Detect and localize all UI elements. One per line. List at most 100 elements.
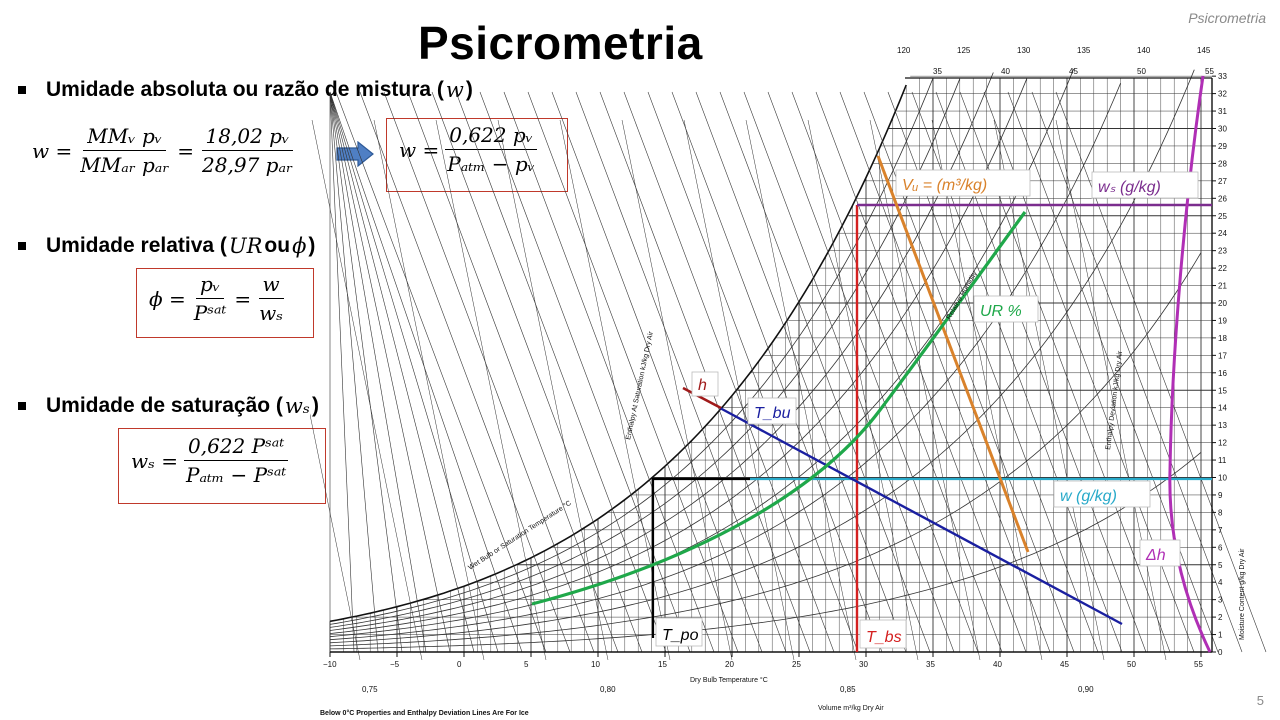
enthalpy-line bbox=[359, 91, 571, 653]
bullet-close: ) bbox=[311, 394, 319, 417]
x-tick-label: 30 bbox=[859, 660, 868, 669]
bullet-symbol: w bbox=[445, 78, 464, 102]
annotation-specific-volume: Vᵤ = (m³/kg) bbox=[902, 177, 987, 194]
volume-line bbox=[311, 119, 423, 661]
boxed-equation-mixing-ratio: w = 0,622 pᵥ Pₐₜₘ − pᵥ bbox=[386, 118, 568, 192]
annotation-dry-bulb-box bbox=[859, 619, 907, 649]
chart-overlay: Vᵤ = (m³/kg) wₛ (g/kg) UR % h T_buw (g/kg) Δh… bbox=[531, 75, 1212, 653]
y-tick-label: 27 bbox=[1218, 177, 1227, 186]
annotation-dew-point-box bbox=[655, 617, 703, 647]
bullet-close: ) bbox=[465, 78, 473, 101]
rh-curve bbox=[329, 72, 994, 631]
y-tick-label: 20 bbox=[1218, 299, 1227, 308]
fraction-numeric: 18,02 pᵥ 28,97 pₐᵣ bbox=[198, 124, 297, 177]
enthalpy-line bbox=[383, 91, 595, 653]
volume-line bbox=[1055, 119, 1167, 661]
top-tick-label: 50 bbox=[1137, 67, 1146, 76]
enthalpy-line bbox=[329, 91, 523, 653]
y-tick-label: 32 bbox=[1218, 90, 1227, 99]
y-tick-label: 0 bbox=[1218, 648, 1223, 657]
fraction-denominator: MMₐᵣ pₐᵣ bbox=[80, 153, 170, 177]
annotation-specific-volume-box bbox=[895, 169, 1031, 197]
y-axis-label: Moisture Content g/kg Dry Air bbox=[1239, 548, 1246, 640]
y-tick-label: 9 bbox=[1218, 491, 1223, 500]
y-tick-label: 22 bbox=[1218, 264, 1227, 273]
enthalpy-line bbox=[695, 91, 907, 653]
eq-lhs: wₛ = bbox=[131, 448, 178, 473]
y-tick-label: 31 bbox=[1218, 107, 1227, 116]
right-arrow-icon bbox=[336, 141, 374, 167]
chart-footnote: Below 0°C Properties and Enthalpy Deviat… bbox=[320, 709, 529, 717]
deviation-scale-label: Enthalpy Deviation kJ/kg Dry Air bbox=[1105, 350, 1124, 450]
top-tick-label: 120 bbox=[897, 46, 911, 55]
x-axis-label: Dry Bulb Temperature °C bbox=[690, 676, 768, 684]
bullet-close: ) bbox=[308, 234, 316, 257]
fraction-numerator: 0,622 pᵥ bbox=[445, 123, 538, 150]
y-tick-label: 6 bbox=[1218, 543, 1223, 552]
y-tick-label: 15 bbox=[1218, 386, 1227, 395]
x-tick-label: 0 bbox=[457, 660, 462, 669]
enthalpy-line bbox=[431, 91, 643, 653]
enthalpy-scale-label: Enthalpy At Saturation kJ/kg Dry Air bbox=[625, 330, 655, 440]
volume-line bbox=[807, 119, 919, 661]
enthalpy-line bbox=[329, 91, 427, 653]
annotation-dew-point: T_po bbox=[662, 627, 699, 644]
volume-tick-label: 0,85 bbox=[840, 685, 856, 694]
bullet-square-icon bbox=[18, 402, 26, 410]
x-tick-label: 50 bbox=[1127, 660, 1136, 669]
annotation-moisture: w (g/kg) bbox=[1060, 488, 1117, 505]
y-tick-label: 2 bbox=[1218, 613, 1223, 622]
fraction-denominator: Pˢᵃᵗ bbox=[193, 301, 227, 325]
bullet-square-icon bbox=[18, 242, 26, 250]
wet-bulb-line bbox=[719, 406, 1123, 626]
eq-equals: = bbox=[177, 138, 195, 163]
annotation-wet-bulb-box bbox=[747, 397, 797, 425]
y-tick-label: 13 bbox=[1218, 421, 1227, 430]
boxed-equation-relative-humidity: ϕ = pᵥ Pˢᵃᵗ = w wₛ bbox=[136, 268, 314, 338]
enthalpy-line bbox=[407, 91, 619, 653]
enthalpy-line bbox=[329, 91, 403, 653]
y-tick-label: 28 bbox=[1218, 159, 1227, 168]
rh-curve bbox=[329, 68, 1075, 638]
page-number: 5 bbox=[1256, 693, 1264, 708]
y-tick-label: 19 bbox=[1218, 316, 1227, 325]
enthalpy-line bbox=[329, 91, 355, 653]
enthalpy-line bbox=[503, 91, 715, 653]
annotation-saturation-moisture-box bbox=[1091, 171, 1199, 199]
enthalpy-segment bbox=[682, 386, 722, 410]
enthalpy-line bbox=[719, 91, 931, 653]
fraction-numerator: 0,622 Pˢᵃᵗ bbox=[184, 434, 289, 461]
x-tick-label: −5 bbox=[390, 660, 400, 669]
eq-lhs: ϕ = bbox=[149, 286, 186, 311]
enthalpy-line bbox=[791, 91, 1003, 653]
y-tick-label: 23 bbox=[1218, 247, 1227, 256]
annotation-saturation-moisture: wₛ (g/kg) bbox=[1098, 179, 1161, 196]
x-tick-label: 35 bbox=[926, 660, 935, 669]
enthalpy-line bbox=[575, 91, 787, 653]
fraction-molar: MMᵥ pᵥ MMₐᵣ pₐᵣ bbox=[76, 124, 173, 177]
top-tick-label: 145 bbox=[1197, 46, 1211, 55]
enthalpy-line bbox=[1055, 91, 1267, 653]
x-tick-label: 25 bbox=[792, 660, 801, 669]
dew-point-line bbox=[651, 477, 750, 638]
bullet-symbol-phi: ϕ bbox=[292, 234, 307, 258]
annotation-relative-humidity: UR % bbox=[980, 303, 1022, 320]
x-tick-label: 15 bbox=[658, 660, 667, 669]
annotation-enthalpy-deviation-box bbox=[1139, 539, 1181, 567]
y-tick-label: 4 bbox=[1218, 578, 1223, 587]
fraction-numerator: pᵥ bbox=[195, 272, 225, 299]
fraction-denominator: wₛ bbox=[259, 301, 284, 325]
top-tick-label: 130 bbox=[1017, 46, 1031, 55]
annotation-enthalpy-deviation: Δh bbox=[1145, 547, 1166, 564]
volume-tick-label: 0,90 bbox=[1078, 685, 1094, 694]
fraction-numerator: 18,02 pᵥ bbox=[201, 124, 294, 151]
volume-line bbox=[683, 119, 795, 661]
fraction-saturation: 0,622 Pˢᵃᵗ Pₐₜₘ − Pˢᵃᵗ bbox=[182, 434, 290, 487]
chart-grid bbox=[310, 68, 1267, 661]
enthalpy-line bbox=[329, 91, 499, 653]
fraction-numerator: MMᵥ pᵥ bbox=[83, 124, 167, 151]
enthalpy-line bbox=[329, 91, 379, 653]
volume-tick-label: 0,80 bbox=[600, 685, 616, 694]
y-tick-label: 8 bbox=[1218, 508, 1223, 517]
x-tick-label: 45 bbox=[1060, 660, 1069, 669]
